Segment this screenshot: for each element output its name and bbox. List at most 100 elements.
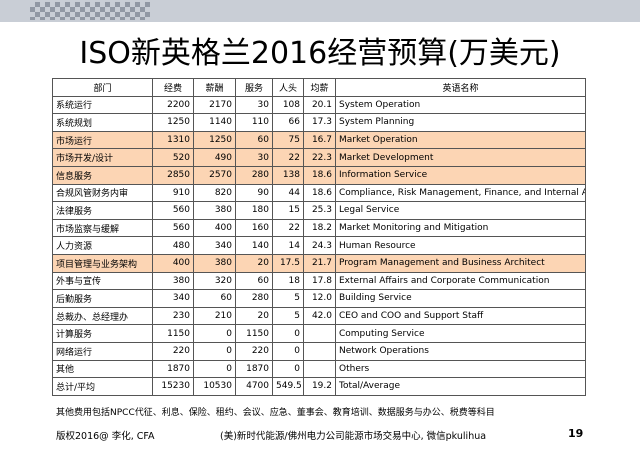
table-cell: 18.2 — [303, 218, 336, 238]
table-cell: 380 — [152, 271, 194, 291]
table-cell — [303, 359, 336, 379]
table-cell: 14 — [272, 236, 304, 255]
table-cell: 75 — [272, 130, 304, 150]
table-cell: 18.6 — [303, 183, 336, 203]
table-row: 市场开发/设计 520 490 30 22 22.3 Market Development — [52, 148, 586, 167]
table-cell: 560 — [152, 218, 194, 238]
table-cell: External Affairs and Corporate Communica… — [335, 271, 586, 291]
table-cell: 总计/平均 — [52, 377, 153, 396]
table-cell: 12.0 — [303, 289, 336, 308]
header-strip — [0, 0, 640, 22]
table-cell: 5 — [272, 289, 304, 308]
table-cell: 220 — [152, 341, 194, 361]
table-cell: Building Service — [335, 289, 586, 308]
table-cell: 0 — [272, 324, 304, 343]
table-cell: 380 — [193, 253, 236, 273]
table-cell: 549.5 — [272, 377, 304, 396]
table-cell: 520 — [152, 148, 194, 167]
table-cell: 140 — [235, 236, 273, 255]
footer-center: (美)新时代能源/佛州电力公司能源市场交易中心, 微信pkulihua — [220, 431, 487, 442]
table-cell: 560 — [152, 201, 194, 220]
table-cell: 490 — [193, 148, 236, 167]
table-cell: 15 — [272, 201, 304, 220]
table-cell: 0 — [272, 341, 304, 361]
table-row: 项目管理与业务架构 400 380 20 17.5 21.7 Program Managem… — [52, 253, 586, 273]
slide-title: ISO新英格兰2016经营预算(万美元) — [79, 36, 561, 71]
table-cell: 10530 — [193, 377, 236, 396]
table-cell: CEO and COO and Support Staff — [335, 306, 586, 326]
table-cell: 17.3 — [303, 113, 336, 132]
table-row: 总裁办、总经理办 230 210 20 5 42.0 CEO and COO and Sup… — [52, 306, 586, 326]
table-cell: 后勤服务 — [52, 289, 153, 308]
page-number: 19 — [568, 427, 584, 440]
table-cell: 44 — [272, 183, 304, 203]
table-cell: 110 — [235, 113, 273, 132]
table-cell: 0 — [193, 359, 236, 379]
table-cell: System Operation — [335, 95, 586, 115]
table-cell: 160 — [235, 218, 273, 238]
table-cell: 外事与宣传 — [52, 271, 153, 291]
table-cell: 340 — [152, 289, 194, 308]
table-cell: 0 — [193, 341, 236, 361]
table-cell: 22.3 — [303, 148, 336, 167]
column-header: 经费 — [152, 78, 194, 97]
checker-decoration — [30, 2, 150, 20]
table-row: 市场运行 1310 1250 60 75 16.7 Market Operation — [52, 130, 586, 150]
table-cell: 总裁办、总经理办 — [52, 306, 153, 326]
table-cell: 16.7 — [303, 130, 336, 150]
table-cell: 380 — [193, 201, 236, 220]
table-cell: Total/Average — [335, 377, 586, 396]
table-cell: 市场开发/设计 — [52, 148, 153, 167]
table-cell: 25.3 — [303, 201, 336, 220]
table-cell: 60 — [193, 289, 236, 308]
table-cell: 4700 — [235, 377, 273, 396]
table-cell: 30 — [235, 148, 273, 167]
table-cell: 108 — [272, 95, 304, 115]
table-cell: 230 — [152, 306, 194, 326]
table-row: 系统运行 2200 2170 30 108 20.1 System Operation — [52, 95, 586, 115]
table-cell: 138 — [272, 165, 304, 185]
table-cell: 180 — [235, 201, 273, 220]
column-header: 薪酬 — [193, 78, 236, 97]
table-row: 后勤服务 340 60 280 5 12.0 Building Service — [52, 289, 586, 308]
table-cell: 网络运行 — [52, 341, 153, 361]
table-cell: 60 — [235, 130, 273, 150]
table-cell: 2850 — [152, 165, 194, 185]
table-cell: 法律服务 — [52, 201, 153, 220]
table-cell: 1150 — [235, 324, 273, 343]
table-cell: 20 — [235, 306, 273, 326]
table-cell: 计算服务 — [52, 324, 153, 343]
budget-table: 部门 经费 薪酬 服务 人头 均薪 英语名称 系统运行 2200 2170 30 108 20.1 Sy… — [52, 78, 586, 396]
table-cell: 90 — [235, 183, 273, 203]
table-cell: 22 — [272, 218, 304, 238]
table-cell: 220 — [235, 341, 273, 361]
table-cell: 0 — [272, 359, 304, 379]
table-row: 外事与宣传 380 320 60 18 17.8 External Affairs and … — [52, 271, 586, 291]
table-cell: 信息服务 — [52, 165, 153, 185]
column-header: 人头 — [272, 78, 304, 97]
table-cell: 1140 — [193, 113, 236, 132]
table-cell: 280 — [235, 289, 273, 308]
table-cell: 17.8 — [303, 271, 336, 291]
table-cell: 910 — [152, 183, 194, 203]
table-row: 人力资源 480 340 140 14 24.3 Human Resource — [52, 236, 586, 255]
table-row: 网络运行 220 0 220 0 Network Operations — [52, 341, 586, 361]
table-cell: 合规风管财务内审 — [52, 183, 153, 203]
table-cell: Others — [335, 359, 586, 379]
footnote: 其他费用包括NPCC代征、利息、保险、租约、会议、应急、董事会、教育培训、数据服… — [56, 408, 495, 418]
column-header: 英语名称 — [335, 78, 586, 97]
table-cell: 60 — [235, 271, 273, 291]
table-cell: 30 — [235, 95, 273, 115]
table-cell: 5 — [272, 306, 304, 326]
table-cell: 0 — [193, 324, 236, 343]
table-cell: 340 — [193, 236, 236, 255]
table-cell: 24.3 — [303, 236, 336, 255]
footer-left: 版权2016@ 李化, CFA — [56, 431, 155, 442]
table-cell: 820 — [193, 183, 236, 203]
table-cell: 42.0 — [303, 306, 336, 326]
table-cell: 项目管理与业务架构 — [52, 253, 153, 273]
column-header: 均薪 — [303, 78, 336, 97]
table-row: 总计/平均 15230 10530 4700 549.5 19.2 Total/Averag… — [52, 377, 586, 396]
table-cell: 1310 — [152, 130, 194, 150]
